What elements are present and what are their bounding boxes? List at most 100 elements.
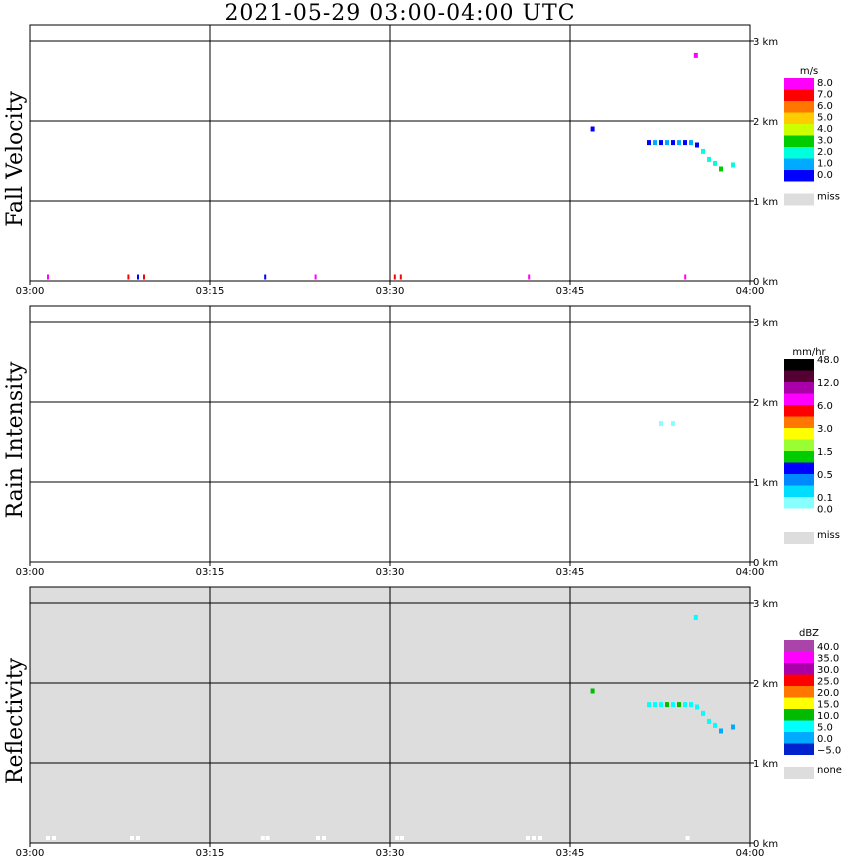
data-cell [677,140,681,146]
colorbar-swatch [784,451,814,463]
colorbar-swatch [784,651,814,663]
data-cell [143,274,145,280]
data-cell [701,710,705,716]
data-cell [731,724,735,730]
data-cell [695,423,699,429]
colorbar-swatch [784,101,814,113]
colorbar-swatch [784,686,814,698]
colorbar-label: 35.0 [817,653,839,664]
data-cell [647,702,651,708]
data-cell [528,274,531,280]
data-cell [399,274,402,280]
panel-2: 03:00 03:15 03:30 03:45 04:000 km 1 km 2 km 3 k… [3,305,840,578]
data-cell [314,274,317,280]
data-cell [695,704,699,710]
colorbar-swatch [784,497,814,509]
data-cell [590,688,595,694]
x-tick-label: 04:00 [736,567,765,578]
data-cell [689,702,693,708]
data-cell [671,140,675,146]
data-cell [677,421,681,427]
colorbar-swatch [784,124,814,136]
data-cell [50,555,55,561]
colorbar-label: 20.0 [817,688,839,699]
x-tick-label: 03:00 [16,567,45,578]
data-cell [665,140,669,146]
chart-title: 2021-05-29 03:00-04:00 UTC [224,1,576,26]
colorbar-swatch [784,732,814,744]
colorbar-swatch [784,508,814,520]
y-tick-label: 2 km [753,679,778,690]
colorbar-label: 3.0 [817,424,833,435]
panel-1: 03:00 03:15 03:30 03:45 04:000 km 1 km 2 km 3 k… [3,24,840,297]
data-cell [127,555,132,561]
data-cell [671,421,675,427]
y-tick-label: 2 km [753,117,778,128]
colorbar-swatch [784,428,814,440]
data-cell [665,421,669,427]
data-cell [684,274,687,280]
data-cell [713,722,717,728]
data-cell [665,702,669,708]
data-cell [47,274,49,280]
data-cell [44,555,49,561]
colorbar-swatch [784,474,814,486]
no-echo-cell [538,836,542,840]
x-tick-label: 03:30 [376,848,405,859]
colorbar-label: 6.0 [817,101,833,112]
data-cell [393,555,398,561]
data-cell [719,728,723,734]
colorbar-swatch [784,370,814,382]
data-cell [683,140,687,146]
no-echo-cell [316,836,320,840]
colorbar-label: 30.0 [817,665,839,676]
colorbar-swatch [784,112,814,124]
colorbar-swatch [784,743,814,755]
no-echo-cell [526,836,530,840]
data-cell [731,162,735,168]
x-tick-label: 03:00 [16,848,45,859]
data-cell [653,702,657,708]
colorbar-missing-swatch [784,767,814,779]
colorbar-swatch [784,158,814,170]
data-cell [590,407,595,413]
colorbar-label: −5.0 [817,745,841,756]
colorbar-label: 2.0 [817,147,833,158]
data-cell [683,421,687,427]
colorbar-swatch [784,382,814,394]
data-cell [695,142,699,148]
colorbar-swatch [784,439,814,451]
colorbar-swatch [784,78,814,90]
colorbar-unit: dBZ [799,628,819,639]
y-axis-label: Reflectivity [3,657,28,784]
y-tick-label: 0 km [753,277,778,288]
data-cell [659,702,663,708]
no-echo-cell [322,836,326,840]
y-tick-label: 1 km [753,478,778,489]
colorbar-missing-label: miss [817,530,840,541]
x-tick-label: 03:15 [196,286,225,297]
data-cell [264,274,267,280]
colorbar-swatch [784,405,814,417]
no-echo-cell [265,836,270,840]
x-tick-label: 03:45 [556,848,585,859]
data-cell [693,614,698,620]
colorbar-swatch [784,135,814,147]
colorbar-swatch [784,359,814,371]
no-echo-cell [46,836,50,840]
data-cell [127,274,130,280]
data-cell [653,140,657,146]
colorbar-swatch [784,147,814,159]
no-echo-cell [685,836,690,840]
colorbar-label: 7.0 [817,90,833,101]
colorbar-unit: m/s [800,66,818,77]
data-cell [693,52,698,58]
data-cell [659,421,663,427]
no-echo-cell [395,836,400,840]
colorbar-label: 12.0 [817,378,839,389]
data-cell [653,421,657,427]
no-echo-cell [52,836,56,840]
colorbar-swatch [784,720,814,732]
data-cell [689,421,693,427]
